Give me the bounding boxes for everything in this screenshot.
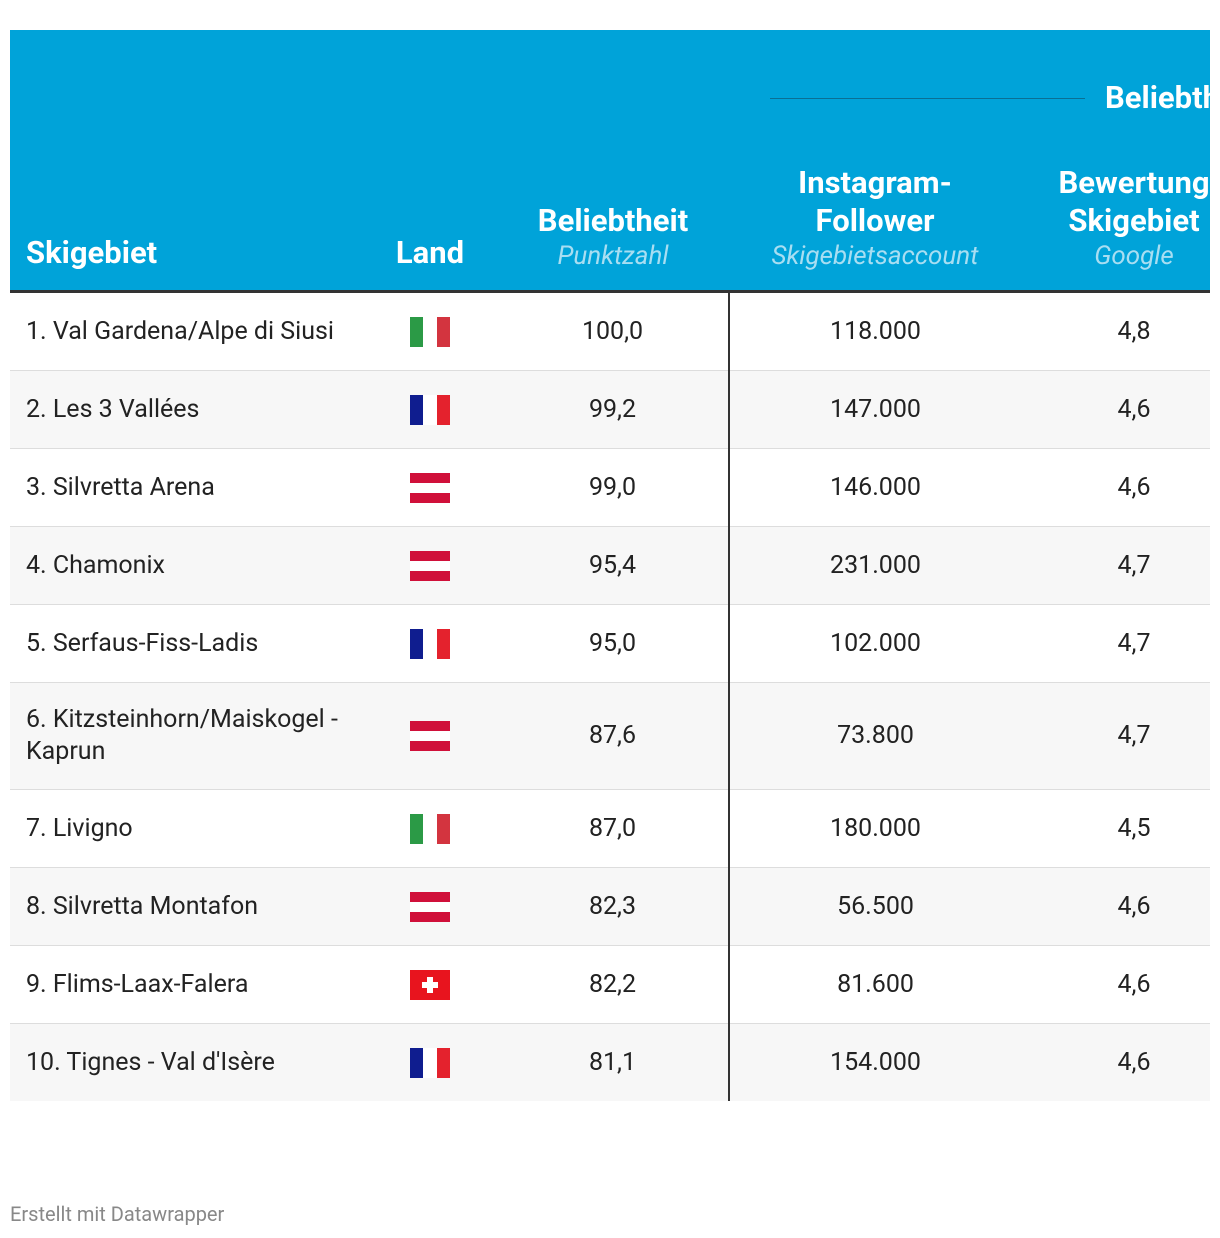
table-row: 1. Val Gardena/Alpe di Siusi 100,0 118.000…: [10, 291, 1210, 371]
table-row: 9. Flims-Laax-Falera 82,2 81.600 4,6: [10, 945, 1210, 1024]
table-row: 7. Livigno 87,0 180.000 4,5: [10, 789, 1210, 868]
table-row: 6. Kitzsteinhorn/Maiskogel - Kaprun 87,6 7…: [10, 682, 1210, 790]
cell-rating: 4,6: [1021, 945, 1210, 1024]
cell-flag: [363, 370, 497, 449]
table-row: 2. Les 3 Vallées 99,2 147.000 4,6: [10, 370, 1210, 449]
header-row: Skigebiet Land Beliebtheit Punktzahl Inst…: [10, 30, 1210, 293]
column-subtitle: Punktzahl: [557, 241, 669, 271]
column-title: Skigebiet: [26, 234, 158, 271]
table-row: 4. Chamonix 95,4 231.000 4,7: [10, 526, 1210, 605]
ranking-table: Skigebiet Land Beliebtheit Punktzahl Inst…: [10, 30, 1210, 1101]
flag-ch: [410, 969, 450, 1000]
column-title: Land: [395, 234, 465, 271]
flag-at: [410, 721, 450, 752]
table-row: 8. Silvretta Montafon 82,3 56.500 4,6: [10, 867, 1210, 946]
column-subtitle: Skigebietsaccount: [771, 241, 979, 271]
cell-followers: 147.000: [729, 370, 1021, 449]
cell-score: 99,0: [497, 448, 730, 527]
column-header: Instagram-Follower Skigebietsaccount: [729, 30, 1021, 293]
flag-it: [410, 316, 450, 347]
cell-rating: 4,8: [1021, 291, 1210, 371]
cell-rating: 4,7: [1021, 682, 1210, 790]
cell-score: 87,0: [497, 789, 730, 868]
cell-flag: [363, 526, 497, 605]
column-title: Beliebtheit: [537, 202, 689, 239]
cell-rating: 4,6: [1021, 1023, 1210, 1101]
cell-score: 81,1: [497, 1023, 730, 1101]
cell-name: 10. Tignes - Val d'Isère: [10, 1023, 363, 1101]
column-title: Bewertung Skigebiet: [1058, 164, 1210, 239]
flag-fr: [410, 1047, 450, 1078]
column-group: Beliebth: [770, 78, 1210, 118]
column-header: Land: [363, 30, 497, 293]
flag-it: [410, 813, 450, 844]
flag-at: [410, 891, 450, 922]
cell-name: 4. Chamonix: [10, 526, 363, 605]
cell-followers: 81.600: [729, 945, 1021, 1024]
cell-name: 9. Flims-Laax-Falera: [10, 945, 363, 1024]
cell-score: 95,4: [497, 526, 730, 605]
cell-flag: [363, 789, 497, 868]
cell-rating: 4,6: [1021, 867, 1210, 946]
group-rule: [770, 98, 1085, 99]
cell-followers: 146.000: [729, 448, 1021, 527]
cell-name: 3. Silvretta Arena: [10, 448, 363, 527]
table-body: 1. Val Gardena/Alpe di Siusi 100,0 118.000…: [10, 291, 1210, 1101]
cell-followers: 154.000: [729, 1023, 1021, 1101]
cell-score: 95,0: [497, 604, 730, 683]
cell-followers: 231.000: [729, 526, 1021, 605]
cell-flag: [363, 448, 497, 527]
table-container: Skigebiet Land Beliebtheit Punktzahl Inst…: [10, 30, 1210, 1101]
cell-followers: 180.000: [729, 789, 1021, 868]
cell-rating: 4,6: [1021, 370, 1210, 449]
table-row: 5. Serfaus-Fiss-Ladis 95,0 102.000 4,7: [10, 604, 1210, 683]
cell-score: 87,6: [497, 682, 730, 790]
cell-name: 5. Serfaus-Fiss-Ladis: [10, 604, 363, 683]
cell-name: 2. Les 3 Vallées: [10, 370, 363, 449]
cell-rating: 4,6: [1021, 448, 1210, 527]
cell-followers: 118.000: [729, 291, 1021, 371]
flag-at: [410, 472, 450, 503]
cell-score: 82,2: [497, 945, 730, 1024]
cell-name: 8. Silvretta Montafon: [10, 867, 363, 946]
group-title: Beliebth: [1105, 79, 1210, 116]
column-header: Bewertung Skigebiet Google: [1021, 30, 1210, 293]
cell-followers: 56.500: [729, 867, 1021, 946]
cell-flag: [363, 945, 497, 1024]
column-subtitle: Google: [1094, 241, 1174, 271]
cell-score: 82,3: [497, 867, 730, 946]
cell-score: 99,2: [497, 370, 730, 449]
footer: Erstellt mit Datawrapper: [10, 1202, 225, 1226]
cell-flag: [363, 1023, 497, 1101]
cell-flag: [363, 867, 497, 946]
flag-at: [410, 550, 450, 581]
column-title: Instagram-Follower: [798, 164, 952, 239]
flag-fr: [410, 628, 450, 659]
cell-name: 7. Livigno: [10, 789, 363, 868]
cell-flag: [363, 291, 497, 371]
cell-followers: 73.800: [729, 682, 1021, 790]
column-header: Skigebiet: [10, 30, 363, 293]
cell-score: 100,0: [497, 291, 730, 371]
cell-rating: 4,7: [1021, 604, 1210, 683]
cell-rating: 4,7: [1021, 526, 1210, 605]
table-row: 10. Tignes - Val d'Isère 81,1 154.000 4,6: [10, 1023, 1210, 1101]
column-header: Beliebtheit Punktzahl: [497, 30, 729, 293]
cell-name: 6. Kitzsteinhorn/Maiskogel - Kaprun: [10, 682, 363, 790]
cell-flag: [363, 682, 497, 790]
flag-fr: [410, 394, 450, 425]
cell-followers: 102.000: [729, 604, 1021, 683]
table-row: 3. Silvretta Arena 99,0 146.000 4,6: [10, 448, 1210, 527]
cell-rating: 4,5: [1021, 789, 1210, 868]
cell-name: 1. Val Gardena/Alpe di Siusi: [10, 291, 363, 371]
cell-flag: [363, 604, 497, 683]
